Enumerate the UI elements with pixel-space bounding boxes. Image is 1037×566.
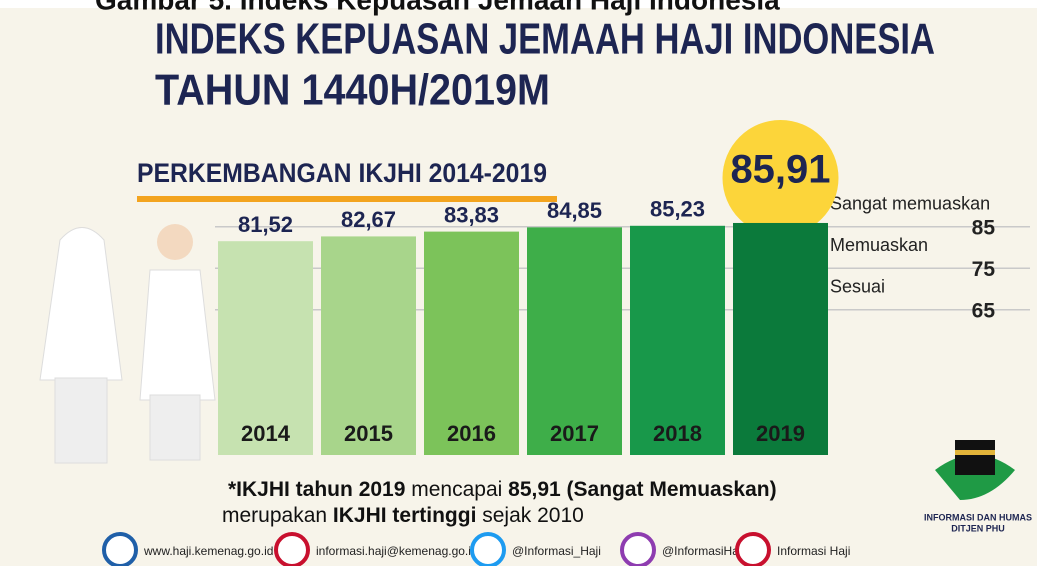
contact-text: informasi.haji@kemenag.go.id [316, 544, 478, 558]
x-tick-label: 2019 [756, 421, 805, 446]
level-label: Sangat memuaskan [830, 194, 990, 214]
title-line: TAHUN 1440H/2019M [155, 66, 550, 115]
bar [527, 227, 622, 455]
bar [733, 222, 828, 455]
logo-text: DITJEN PHU [951, 523, 1005, 533]
caption-strip [0, 0, 1037, 8]
value-label: 84,85 [547, 198, 602, 223]
logo: INFORMASI DAN HUMAS DITJEN PHU [924, 440, 1032, 533]
x-tick-label: 2017 [550, 421, 599, 446]
highlight-circle [722, 120, 839, 236]
x-tick-label: 2018 [653, 421, 702, 446]
value-label: 85,23 [650, 197, 705, 222]
note-line: *IKJHI tahun 2019 mencapai 85,91 (Sangat… [228, 478, 777, 501]
subtitle-underline [137, 196, 557, 202]
contact-icon [735, 532, 771, 566]
note-segment: 2019 [359, 478, 406, 501]
note-segment: merupakan [222, 504, 333, 527]
subtitle: PERKEMBANGAN IKJHI 2014-2019 [137, 158, 547, 188]
note-segment: sejak 2010 [476, 504, 583, 527]
level-label: Sesuai [830, 277, 885, 297]
contact-icon [274, 532, 310, 566]
note-segment: 85,91 (Sangat Memuaskan) [508, 478, 776, 501]
bar [630, 225, 725, 455]
x-tick-label: 2016 [447, 421, 496, 446]
contact-icon [102, 532, 138, 566]
note-line: merupakan IKJHI tertinggi sejak 2010 [222, 504, 584, 527]
y-tick-label: 85 [972, 216, 996, 239]
note-segment: IKJHI tertinggi [333, 504, 477, 527]
contact-text: Informasi Haji [777, 544, 850, 558]
x-tick-label: 2015 [344, 421, 393, 446]
bar [424, 231, 519, 455]
contact-icon [620, 532, 656, 566]
title-line: INDEKS KEPUASAN JEMAAH HAJI INDONESIA [155, 15, 935, 64]
logo-text: INFORMASI DAN HUMAS [924, 512, 1032, 522]
contact-text: @Informasi_Haji [512, 544, 601, 558]
x-tick-label: 2014 [241, 421, 291, 446]
contact-text: @InformasiHaji [662, 544, 744, 558]
contact-text: www.haji.kemenag.go.id [143, 544, 273, 558]
value-label: 82,67 [341, 207, 396, 232]
value-label: 81,52 [238, 212, 293, 237]
y-tick-label: 65 [972, 299, 996, 322]
note-segment: mencapai [405, 478, 508, 501]
y-tick-label: 75 [972, 258, 996, 281]
bar [218, 241, 313, 455]
caption: Gambar 5. Indeks Kepuasan Jemaah Haji In… [95, 0, 780, 15]
value-label: 85,91 [730, 148, 830, 192]
bar [321, 236, 416, 455]
contact-icon [470, 532, 506, 566]
level-label: Memuaskan [830, 235, 928, 255]
note-segment: *IKJHI tahun [228, 478, 359, 501]
pilgrim-figures [39, 224, 216, 464]
value-label: 83,83 [444, 202, 499, 227]
